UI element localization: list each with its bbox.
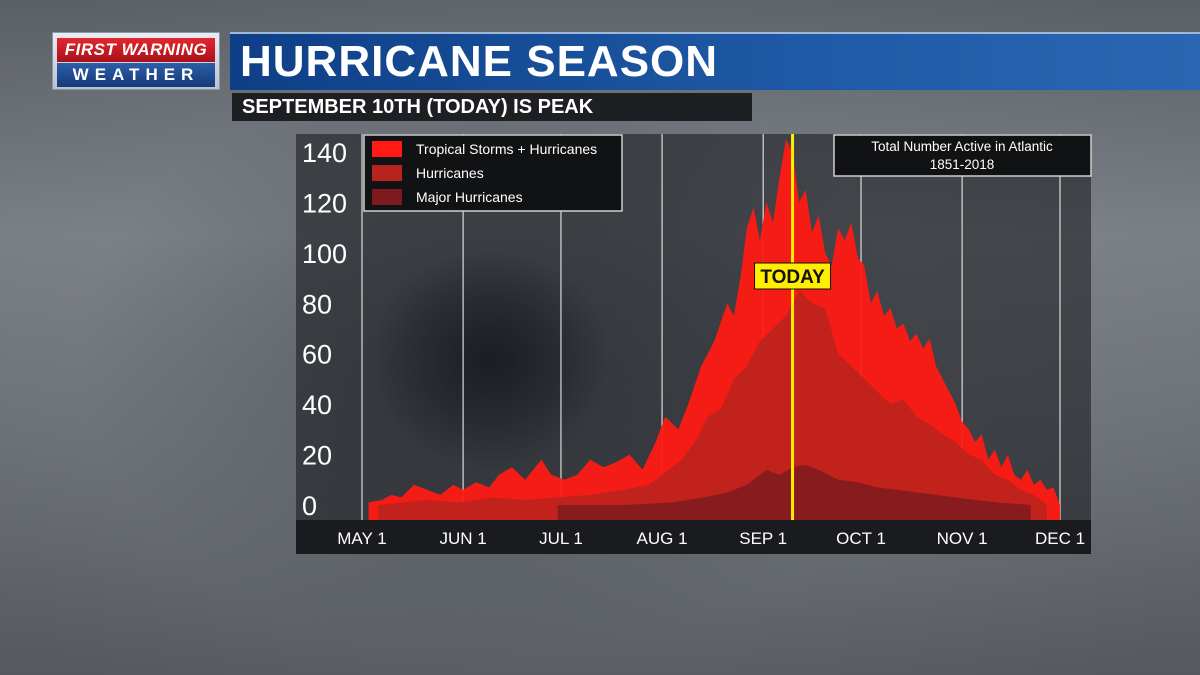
y-tick-label: 120	[302, 188, 347, 218]
y-tick-label: 0	[302, 491, 317, 521]
today-label: TODAY	[760, 267, 825, 288]
series-area-major-hurricanes	[557, 464, 1031, 520]
legend-label: Tropical Storms + Hurricanes	[416, 141, 597, 157]
x-tick-label: JUL 1	[539, 529, 583, 548]
series-area-hurricanes	[378, 290, 1047, 520]
chart-title-frame	[833, 134, 1092, 177]
today-label-box	[754, 262, 832, 290]
legend-swatch	[372, 189, 402, 205]
station-logo: FIRST WARNING WEATHER	[52, 32, 220, 90]
x-tick-label: NOV 1	[937, 529, 988, 548]
y-tick-label: 60	[302, 340, 332, 370]
x-tick-label: SEP 1	[739, 529, 787, 548]
chart-title: Total Number Active in Atlantic	[871, 139, 1053, 154]
y-tick-label: 40	[302, 390, 332, 420]
page-subtitle: SEPTEMBER 10TH (TODAY) IS PEAK	[242, 96, 594, 118]
legend-label: Major Hurricanes	[416, 189, 523, 205]
chart-title-box: Total Number Active in Atlantic 1851-2018	[833, 134, 1092, 177]
chart-subtitle: 1851-2018	[930, 157, 995, 172]
y-tick-label: 100	[302, 239, 347, 269]
x-tick-label: AUG 1	[637, 529, 688, 548]
x-tick-label: JUN 1	[439, 529, 486, 548]
legend: Tropical Storms + Hurricanes Hurricanes Ma…	[363, 134, 623, 212]
y-tick-label: 140	[302, 138, 347, 168]
x-tick-label: MAY 1	[337, 529, 386, 548]
legend-box	[363, 134, 623, 212]
x-tick-label: DEC 1	[1035, 529, 1085, 548]
legend-swatch	[372, 141, 402, 157]
title-bar: HURRICANE SEASON	[230, 32, 1200, 90]
y-tick-label: 20	[302, 441, 332, 471]
logo-line-1: FIRST WARNING	[57, 38, 215, 62]
y-tick-label: 80	[302, 289, 332, 319]
subtitle-bar: SEPTEMBER 10TH (TODAY) IS PEAK	[232, 93, 752, 121]
logo-line-2: WEATHER	[57, 63, 215, 87]
legend-label: Hurricanes	[416, 165, 484, 181]
page-title: HURRICANE SEASON	[240, 37, 719, 86]
x-axis-band	[296, 520, 1091, 554]
legend-swatch	[372, 165, 402, 181]
x-tick-label: OCT 1	[836, 529, 886, 548]
